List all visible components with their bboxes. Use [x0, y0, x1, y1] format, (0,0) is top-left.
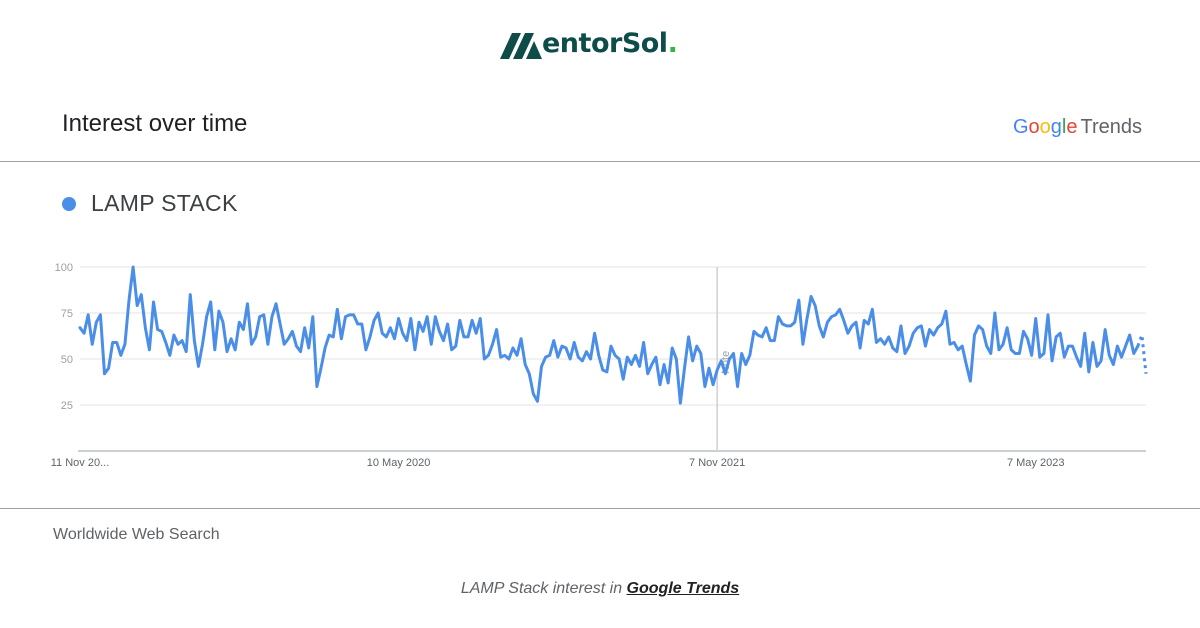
footer-divider [0, 508, 1200, 509]
card-title: Interest over time [62, 110, 248, 137]
series-line-lamp-stack [78, 265, 1140, 405]
series-line-partial [1136, 334, 1148, 374]
legend-label: LAMP STACK [91, 190, 238, 216]
trends-wordmark: Trends [1080, 116, 1142, 138]
x-tick-label: 11 Nov 20... [51, 457, 110, 469]
google-letter: G [1012, 116, 1029, 138]
google-letter: o [1039, 116, 1051, 138]
brand-logo: entorSol. [500, 24, 678, 64]
x-tick-label: 10 May 2020 [367, 457, 431, 469]
legend-dot-icon [62, 196, 76, 211]
header-divider [0, 161, 1200, 162]
google-letter: g [1050, 116, 1062, 138]
y-tick-label: 100 [55, 262, 73, 274]
chart-legend[interactable]: LAMP STACK [62, 190, 238, 217]
brand-dot: . [667, 28, 678, 59]
google-letter: e [1066, 116, 1078, 138]
y-tick-label: 25 [61, 400, 73, 412]
google-trends-link[interactable]: Google Trends [626, 580, 740, 597]
google-letter: l [1061, 116, 1067, 138]
caption-text: LAMP Stack interest in [460, 580, 627, 597]
y-tick-label: 50 [61, 354, 73, 366]
brand-wordmark: entorSol. [542, 28, 678, 59]
region-label: Worldwide Web Search [53, 526, 220, 543]
google-trends-logo[interactable]: Google Trends [1013, 116, 1142, 139]
caption: LAMP Stack interest in Google Trends [0, 580, 1200, 598]
x-tick-label: 7 May 2023 [1007, 457, 1064, 469]
brand-mark-icon [500, 33, 542, 59]
y-tick-label: 75 [61, 308, 73, 320]
google-letter: o [1028, 116, 1040, 138]
google-wordmark: Google [1013, 116, 1078, 139]
x-tick-label: 7 Nov 2021 [689, 457, 745, 469]
